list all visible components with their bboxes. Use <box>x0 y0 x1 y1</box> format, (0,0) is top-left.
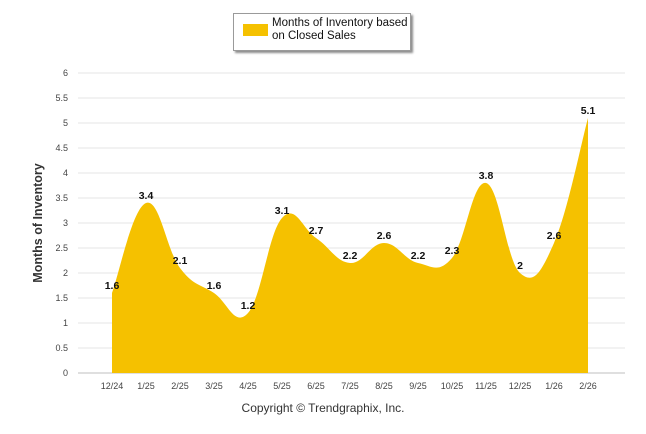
x-tick-label: 9/25 <box>409 381 427 391</box>
y-tick-label: 4 <box>63 168 68 178</box>
data-label: 2.6 <box>547 230 562 242</box>
x-tick-label: 1/26 <box>545 381 563 391</box>
x-tick-label: 11/25 <box>475 381 497 391</box>
data-label: 1.2 <box>241 300 256 312</box>
y-tick-label: 2.5 <box>55 243 68 253</box>
x-tick-label: 5/25 <box>273 381 291 391</box>
x-tick-label: 2/26 <box>579 381 597 391</box>
y-axis-label: Months of Inventory <box>31 163 45 282</box>
data-label: 3.4 <box>139 190 154 202</box>
data-label: 5.1 <box>581 105 596 117</box>
x-axis-ticks: 12/24 1/25 2/25 3/25 4/25 5/25 6/25 7/25 8/25 9/2… <box>101 381 597 391</box>
y-tick-label: 3.5 <box>55 193 68 203</box>
legend: Months of Inventory based on Closed Sale… <box>233 13 411 51</box>
x-tick-label: 7/25 <box>341 381 359 391</box>
y-tick-label: 6 <box>63 68 68 78</box>
legend-swatch <box>243 24 268 36</box>
data-label: 3.1 <box>275 205 290 217</box>
data-label: 2.7 <box>309 225 324 237</box>
data-labels: 1.6 3.4 2.1 1.6 1.2 3.1 2.7 2.2 2.6 2.2 2.3 3.8 2 2.6… <box>105 105 596 312</box>
y-tick-label: 3 <box>63 218 68 228</box>
data-label: 2.2 <box>343 250 358 262</box>
x-tick-label: 2/25 <box>171 381 189 391</box>
data-label: 2 <box>517 260 523 272</box>
series-area <box>112 118 588 373</box>
x-tick-label: 3/25 <box>205 381 223 391</box>
x-tick-label: 12/25 <box>509 381 532 391</box>
data-label: 2.6 <box>377 230 392 242</box>
copyright-text: Copyright © Trendgraphix, Inc. <box>241 401 405 415</box>
x-tick-label: 10/25 <box>441 381 464 391</box>
x-tick-label: 4/25 <box>239 381 257 391</box>
legend-label: Months of Inventory based on Closed Sale… <box>272 17 408 42</box>
data-label: 1.6 <box>105 280 120 292</box>
data-label: 3.8 <box>479 170 494 182</box>
y-tick-label: 0.5 <box>55 343 68 353</box>
data-label: 2.2 <box>411 250 426 262</box>
y-tick-label: 2 <box>63 268 68 278</box>
y-tick-label: 5 <box>63 118 68 128</box>
x-tick-label: 8/25 <box>375 381 393 391</box>
x-tick-label: 6/25 <box>307 381 325 391</box>
y-tick-label: 1 <box>63 318 68 328</box>
x-tick-label: 1/25 <box>137 381 155 391</box>
y-tick-label: 1.5 <box>55 293 68 303</box>
data-label: 2.1 <box>173 255 188 267</box>
y-tick-label: 5.5 <box>55 93 68 103</box>
y-axis-ticks: 0 0.5 1 1.5 2 2.5 3 3.5 4 4.5 5 5.5 6 <box>55 68 68 378</box>
y-tick-label: 4.5 <box>55 143 68 153</box>
data-label: 1.6 <box>207 280 222 292</box>
y-tick-label: 0 <box>63 368 68 378</box>
x-tick-label: 12/24 <box>101 381 124 391</box>
data-label: 2.3 <box>445 245 460 257</box>
